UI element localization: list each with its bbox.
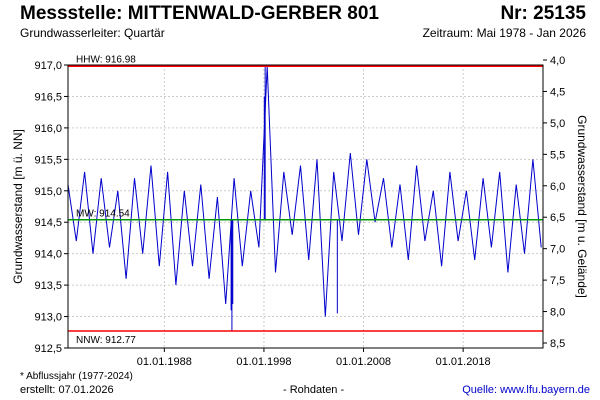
y-tick-label: 913,5 xyxy=(34,280,62,292)
y-tick-label: 915,0 xyxy=(34,186,62,198)
y2-tick-label: 6,0 xyxy=(550,181,565,193)
y-axis-label-right: Grundwasserstand [m u. Gelände] xyxy=(575,115,589,298)
y2-tick-label: 7,0 xyxy=(550,244,565,256)
x-axis: 01.01.1988 01.01.1998 01.01.2008 01.01.2018 xyxy=(137,348,491,368)
reference-line-label: NNW: 912.77 xyxy=(76,335,136,346)
y2-tick-label: 8,0 xyxy=(550,307,565,319)
x-tick-label: 01.01.1988 xyxy=(137,356,192,368)
y-axis-right: 4,0 4,5 5,0 5,5 6,0 6,5 7,0 7,5 8,0 8,5 xyxy=(543,55,565,350)
y2-tick-label: 6,5 xyxy=(550,212,565,224)
reference-line-label: MW: 914.54 xyxy=(76,209,130,220)
station-title: Messstelle: MITTENWALD-GERBER 801 xyxy=(20,3,379,24)
x-tick-label: 01.01.2018 xyxy=(436,356,491,368)
y-tick-label: 916,0 xyxy=(34,123,62,135)
y2-tick-label: 5,5 xyxy=(550,149,565,161)
y2-tick-label: 5,0 xyxy=(550,118,565,130)
plot-frame xyxy=(67,64,544,349)
y-tick-label: 915,5 xyxy=(34,154,62,166)
y-tick-label: 916,5 xyxy=(34,91,62,103)
series-layer xyxy=(67,66,542,332)
y2-tick-label: 8,5 xyxy=(550,338,565,350)
reference-lines: HHW: 916.98 MW: 914.54 NNW: 912.77 xyxy=(68,54,543,346)
x-tick-label: 01.01.1998 xyxy=(236,356,291,368)
y-tick-label: 913,0 xyxy=(34,312,62,324)
period-label: Zeitraum: Mai 1978 - Jan 2026 xyxy=(422,26,586,40)
y-tick-label: 912,5 xyxy=(34,343,62,355)
groundwater-series-line xyxy=(67,66,542,317)
footnote: * Abflussjahr (1977-2024) xyxy=(20,371,133,382)
y-axis-label-left: Grundwasserstand [m ü. NN] xyxy=(11,129,25,284)
station-number: Nr: 25135 xyxy=(500,3,586,24)
grid xyxy=(68,64,543,349)
data-mode-label: - Rohdaten - xyxy=(283,384,345,396)
y-tick-label: 914,0 xyxy=(34,249,62,261)
y-tick-label: 917,0 xyxy=(34,60,62,72)
aquifer-label: Grundwasserleiter: Quartär xyxy=(20,26,165,40)
y2-tick-label: 4,5 xyxy=(550,86,565,98)
x-tick-label: 01.01.2008 xyxy=(336,356,391,368)
y2-tick-label: 4,0 xyxy=(550,55,565,67)
source-link[interactable]: Quelle: www.lfu.bayern.de xyxy=(462,384,590,396)
y-tick-label: 914,5 xyxy=(34,217,62,229)
created-date: erstellt: 07.01.2026 xyxy=(20,384,114,396)
y2-tick-label: 7,5 xyxy=(550,275,565,287)
reference-line-label: HHW: 916.98 xyxy=(76,54,136,65)
y-axis-left: 917,0 916,5 916,0 915,5 915,0 914,5 914,0 913,5… xyxy=(34,60,68,355)
